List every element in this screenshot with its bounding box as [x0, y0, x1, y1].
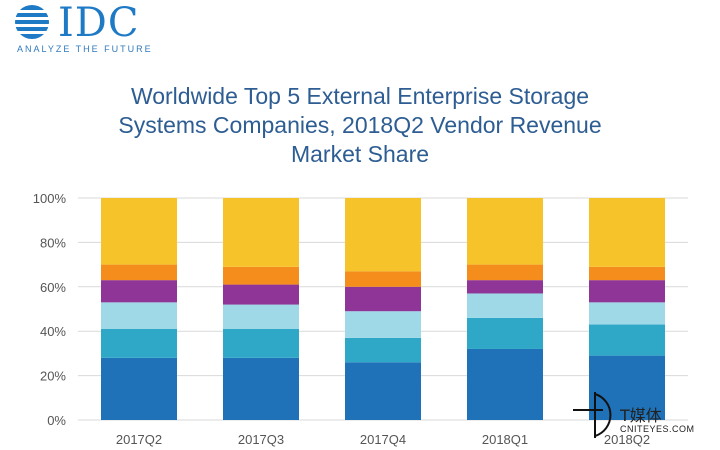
- bar-segment: [345, 337, 421, 363]
- bar-segment: [467, 280, 543, 294]
- bar-segment: [101, 302, 177, 329]
- bar-segment: [223, 266, 299, 285]
- chart-title-line-2: Systems Companies, 2018Q2 Vendor Revenue: [118, 112, 602, 138]
- bar-segment: [223, 357, 299, 420]
- idc-logo: IDC ANALYZE THE FUTURE: [14, 0, 184, 56]
- chart-title-line-3: Market Share: [290, 141, 430, 167]
- x-tick-label: 2017Q2: [116, 432, 162, 447]
- bar-segment: [589, 302, 665, 325]
- bar-segment: [345, 311, 421, 338]
- bar-segment: [589, 266, 665, 281]
- chart-title-line-1: Worldwide Top 5 External Enterprise Stor…: [130, 83, 590, 109]
- bar-segment: [345, 286, 421, 312]
- bar-segment: [345, 271, 421, 287]
- bar-segment: [101, 198, 177, 265]
- globe-icon: [15, 5, 49, 39]
- y-tick-label: 60%: [40, 280, 66, 295]
- bar-segment: [467, 198, 543, 265]
- bar-segment: [101, 264, 177, 281]
- watermark-url: CNITEYES.COM: [620, 424, 695, 434]
- bar-segment: [589, 280, 665, 303]
- bar-segment: [589, 198, 665, 267]
- y-tick-label: 100%: [33, 191, 67, 206]
- watermark-text: T媒体: [620, 406, 662, 425]
- chart-title: Worldwide Top 5 External Enterprise Stor…: [90, 82, 630, 169]
- x-tick-label: 2017Q3: [238, 432, 284, 447]
- bar-segment: [223, 304, 299, 329]
- y-tick-label: 20%: [40, 369, 66, 384]
- bar-segment: [223, 284, 299, 305]
- bar-segment: [589, 324, 665, 356]
- watermark-logo-icon: [573, 392, 612, 438]
- y-tick-label: 0%: [47, 413, 66, 428]
- bar-segment: [467, 348, 543, 420]
- bar-segment: [101, 328, 177, 358]
- bar-segment: [101, 280, 177, 303]
- y-tick-label: 80%: [40, 235, 66, 250]
- x-tick-label: 2018Q1: [482, 432, 528, 447]
- bar-segment: [223, 328, 299, 358]
- bar-segment: [345, 198, 421, 272]
- bar-segment: [223, 198, 299, 267]
- x-tick-label: 2018Q2: [604, 432, 650, 447]
- bar-segment: [345, 362, 421, 420]
- bar-segment: [467, 264, 543, 281]
- bar-segment: [101, 357, 177, 420]
- bar-segment: [467, 317, 543, 349]
- bar-segment: [467, 293, 543, 318]
- logo-tagline: ANALYZE THE FUTURE: [17, 44, 153, 54]
- x-tick-label: 2017Q4: [360, 432, 406, 447]
- logo-brand: IDC: [58, 0, 140, 46]
- y-tick-label: 40%: [40, 324, 66, 339]
